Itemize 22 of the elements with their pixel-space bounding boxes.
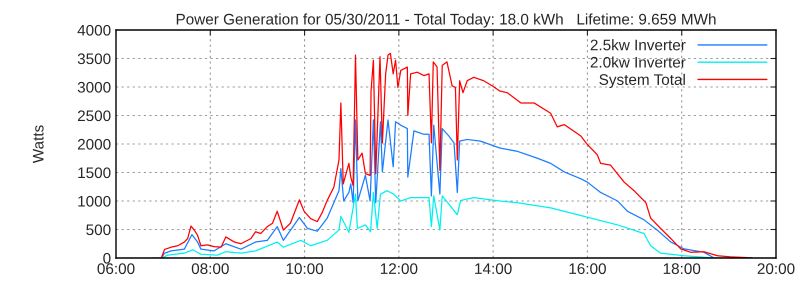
x-tick-label: 20:00 xyxy=(758,263,795,274)
x-tick-label: 08:00 xyxy=(192,263,229,274)
x-tick-label: 14:00 xyxy=(475,263,512,274)
y-tick-label: 500 xyxy=(86,224,111,236)
y-axis-title: Watts xyxy=(32,125,44,164)
y-tick-label: 0 xyxy=(103,252,111,264)
legend-label: System Total xyxy=(599,74,685,88)
x-tick-label: 06:00 xyxy=(97,263,135,274)
x-tick-label: 16:00 xyxy=(569,263,606,274)
y-tick-label: 1500 xyxy=(78,167,111,178)
y-tick-label: 3000 xyxy=(78,82,111,93)
chart-title: Power Generation for 05/30/2011 - Total Today: 18.0 kWh Lifetime: 9.659 MWh xyxy=(176,13,716,28)
x-tick-label: 10:00 xyxy=(286,263,324,274)
y-tick-label: 2500 xyxy=(78,110,111,122)
legend-label: 2.5kw Inverter xyxy=(590,39,686,50)
y-tick-label: 3500 xyxy=(78,53,111,64)
legend-label: 2.0kw Inverter xyxy=(590,56,686,68)
x-tick-label: 18:00 xyxy=(664,263,700,274)
y-tick-label: 4000 xyxy=(78,24,111,36)
x-tick-label: 12:00 xyxy=(380,263,418,274)
y-tick-label: 2000 xyxy=(78,138,111,150)
y-tick-label: 1000 xyxy=(78,196,111,207)
